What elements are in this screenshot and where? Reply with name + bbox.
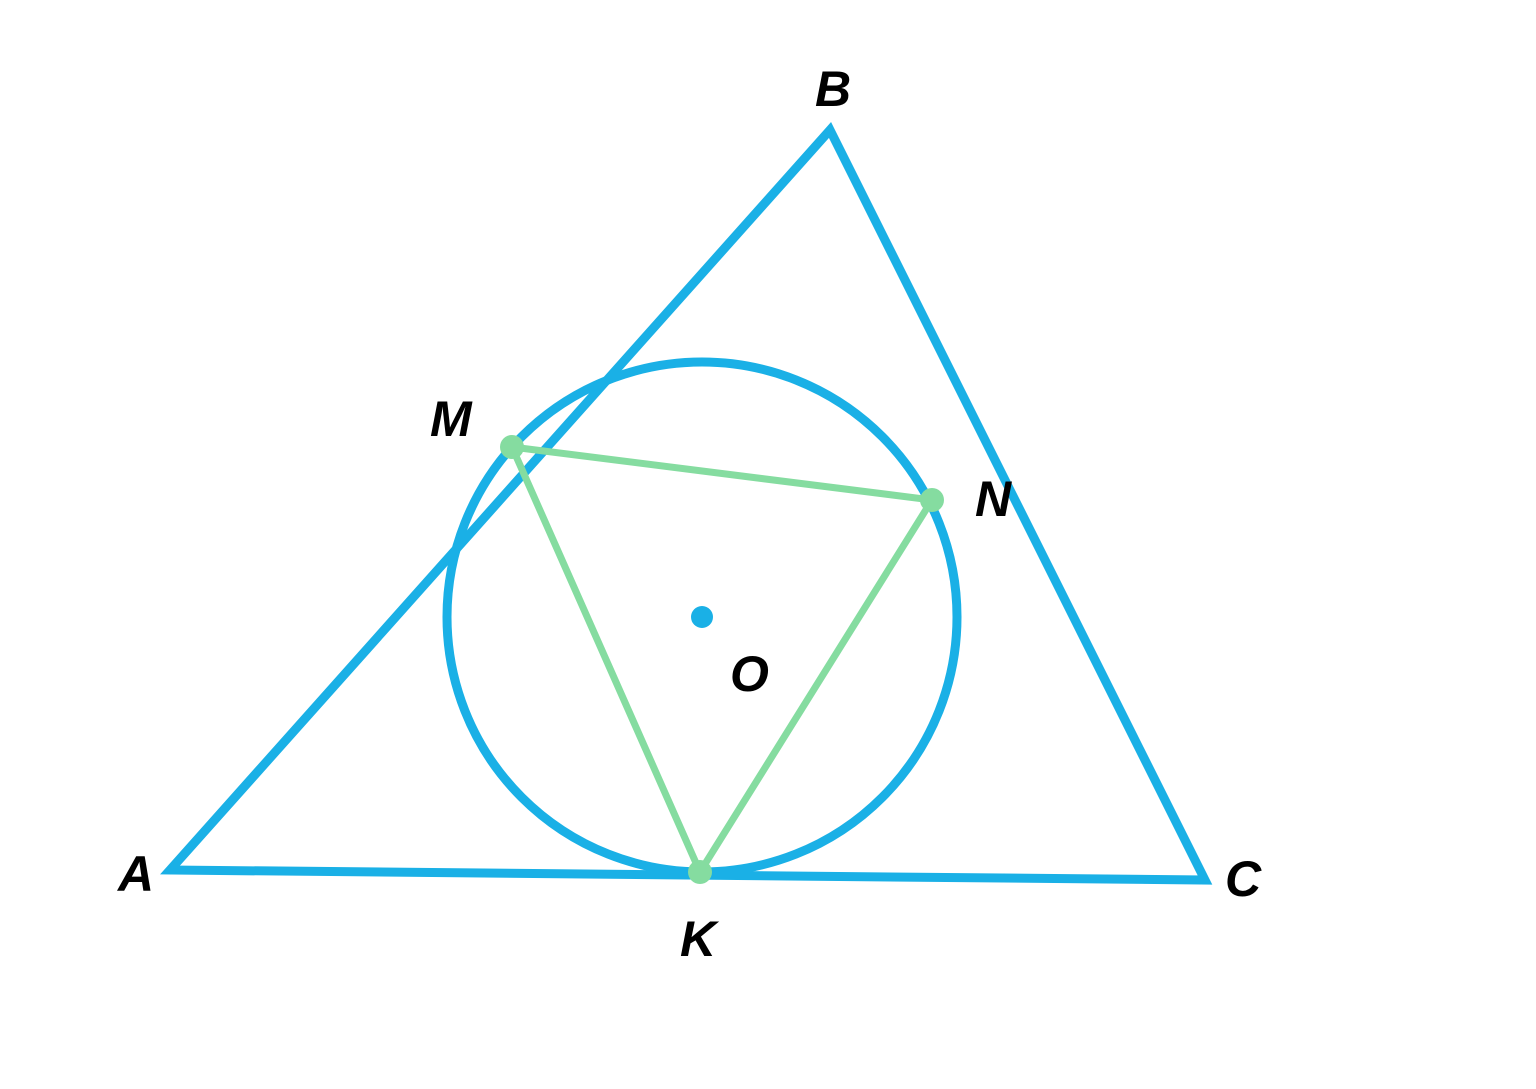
- center-point: [691, 606, 713, 628]
- label-A: A: [118, 845, 154, 903]
- contact-point-K: [688, 860, 712, 884]
- contact-point-N: [920, 488, 944, 512]
- label-C: C: [1225, 850, 1261, 908]
- contact-point-M: [500, 435, 524, 459]
- label-M: M: [430, 390, 472, 448]
- label-O: O: [730, 645, 769, 703]
- label-N: N: [975, 470, 1011, 528]
- label-B: B: [815, 60, 851, 118]
- geometry-diagram: [0, 0, 1536, 1089]
- outer-triangle: [170, 130, 1205, 880]
- label-K: K: [680, 910, 716, 968]
